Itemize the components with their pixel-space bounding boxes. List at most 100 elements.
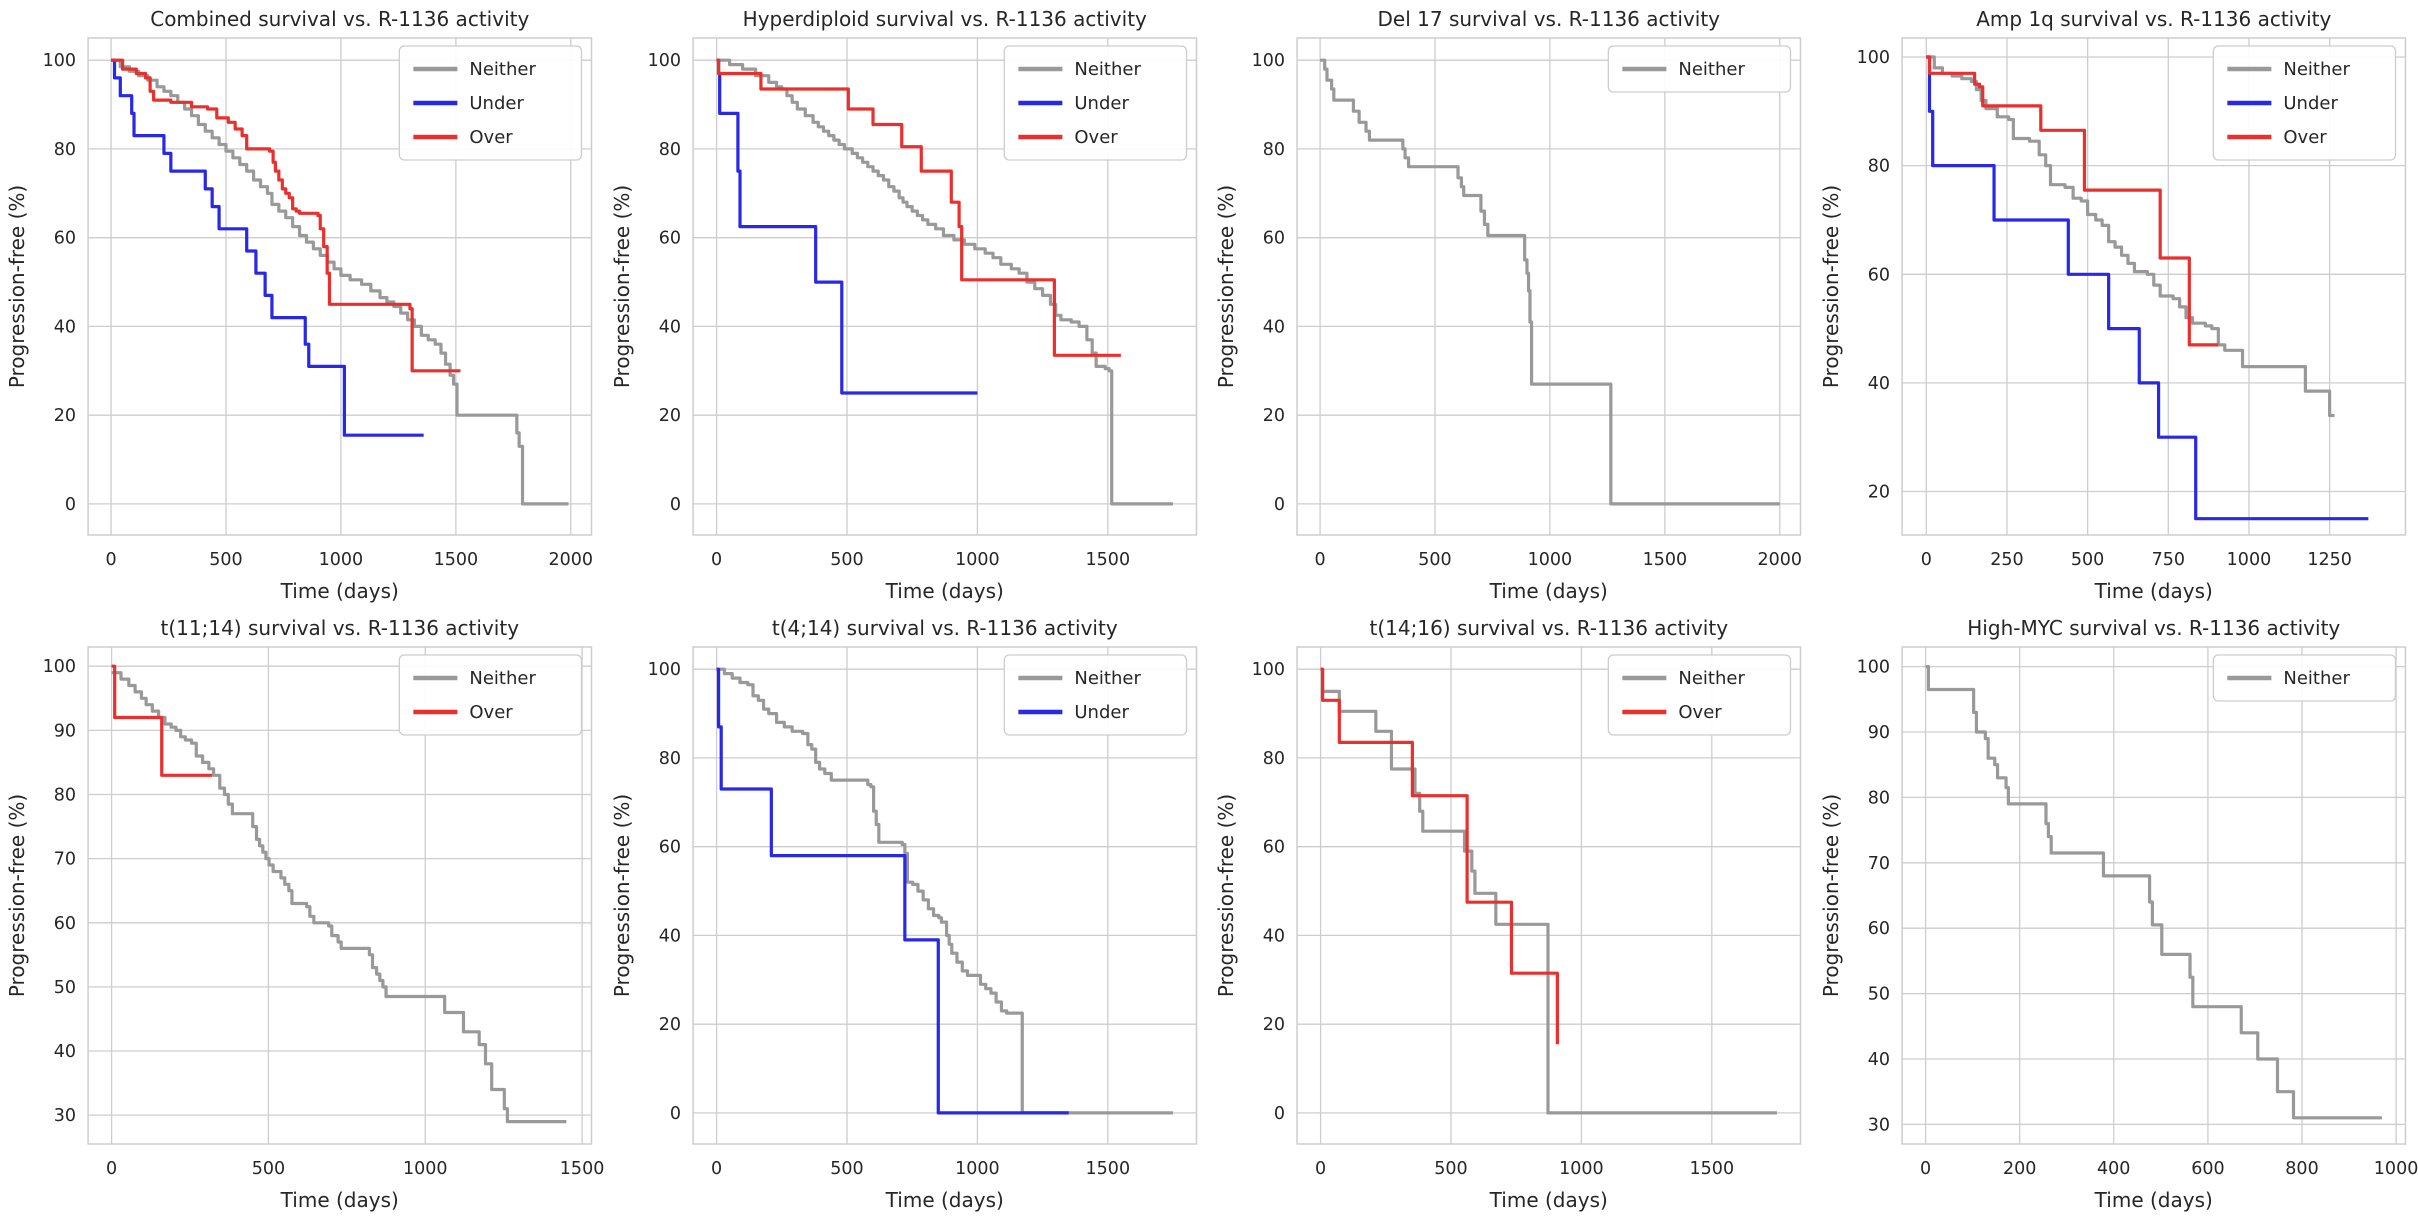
y-tick-label: 40 (658, 926, 680, 946)
y-tick-label: 80 (1867, 788, 1889, 808)
x-tick-label: 1000 (319, 550, 364, 570)
y-tick-label: 90 (54, 721, 76, 741)
y-tick-label: 80 (54, 140, 76, 160)
y-tick-label: 50 (54, 978, 76, 998)
legend: Neither (2212, 654, 2396, 702)
legend-box (1003, 45, 1187, 161)
y-tick-label: 30 (54, 1106, 76, 1126)
legend-label-under: Under (2283, 93, 2338, 114)
km-curve-over (716, 58, 1121, 357)
legend-label-neither: Neither (1678, 668, 1745, 689)
y-tick-label: 80 (658, 749, 680, 769)
x-tick-label: 1500 (1643, 550, 1688, 570)
x-tick-label: 500 (1434, 1159, 1467, 1179)
y-tick-label: 100 (43, 657, 76, 677)
legend-label-over: Over (1678, 702, 1722, 723)
subplot-t11-14: 0 500 1000 1500 30 40 50 60 70 80 90 100 t(11;14) su… (5, 616, 604, 1212)
y-tick-label: 80 (658, 140, 680, 160)
y-tick-label: 60 (1867, 265, 1889, 285)
plot-frame (1900, 37, 2406, 536)
y-axis-label: Progression-free (%) (5, 185, 29, 388)
x-tick-label: 1000 (1559, 1159, 1604, 1179)
y-tick-label: 100 (647, 51, 680, 71)
legend-label-over: Over (469, 127, 513, 148)
y-tick-label: 20 (658, 1015, 680, 1035)
x-tick-label: 500 (1418, 550, 1451, 570)
legend-label-neither: Neither (1678, 59, 1745, 80)
legend-label-neither: Neither (1074, 59, 1141, 80)
legend: Neither Under (1003, 654, 1187, 736)
x-tick-label: 1500 (1085, 550, 1130, 570)
y-tick-label: 0 (669, 495, 680, 515)
x-tick-label: 1500 (1085, 1159, 1130, 1179)
x-tick-label: 1000 (1528, 550, 1573, 570)
y-tick-label: 60 (658, 229, 680, 249)
y-tick-label: 30 (1867, 1115, 1889, 1135)
legend: Neither (1607, 45, 1792, 93)
y-axis-label: Progression-free (%) (610, 794, 634, 997)
km-curve-neither (1320, 58, 1780, 506)
x-axis-label: Time (days) (280, 579, 399, 603)
legend-label-neither: Neither (1074, 668, 1141, 689)
legend-label-over: Over (2283, 127, 2327, 148)
x-tick-label: 0 (106, 550, 117, 570)
x-tick-label: 500 (830, 550, 863, 570)
y-tick-label: 0 (1274, 1104, 1285, 1124)
y-tick-label: 70 (54, 850, 76, 870)
y-axis-label: Progression-free (%) (610, 185, 634, 388)
y-tick-label: 40 (1263, 317, 1285, 337)
legend-label-neither: Neither (469, 59, 536, 80)
x-tick-label: 250 (1990, 550, 2023, 570)
legend-label-under: Under (469, 93, 524, 114)
y-tick-label: 80 (54, 786, 76, 806)
y-tick-label: 40 (1867, 1050, 1889, 1070)
y-tick-label: 40 (54, 317, 76, 337)
y-axis-label: Progression-free (%) (5, 794, 29, 997)
subplot-t14-16: 0 500 1000 1500 0 20 40 60 80 100 t(14;16) surviva… (1214, 616, 1802, 1212)
x-tick-label: 500 (209, 550, 242, 570)
y-tick-label: 100 (1856, 658, 1889, 678)
y-tick-label: 40 (1867, 374, 1889, 394)
y-tick-label: 80 (1867, 157, 1889, 177)
y-tick-label: 60 (54, 914, 76, 934)
y-tick-label: 20 (54, 406, 76, 426)
y-tick-label: 50 (1867, 985, 1889, 1005)
y-tick-label: 100 (1252, 51, 1285, 71)
legend-label-under: Under (1074, 702, 1129, 723)
legend-label-over: Over (1074, 127, 1118, 148)
km-curve-neither (1925, 665, 2382, 1120)
y-tick-label: 0 (669, 1104, 680, 1124)
legend-label-under: Under (1074, 93, 1129, 114)
plot-frame (87, 646, 593, 1145)
x-tick-label: 400 (2097, 1159, 2130, 1179)
x-tick-label: 1250 (2307, 550, 2352, 570)
x-tick-label: 750 (2151, 550, 2184, 570)
chart-title: t(14;16) survival vs. R-1136 activity (1369, 616, 1728, 640)
y-axis-label: Progression-free (%) (1819, 794, 1843, 997)
x-tick-label: 0 (1315, 550, 1326, 570)
x-tick-label: 600 (2191, 1159, 2224, 1179)
km-curve-under (1925, 55, 2368, 521)
y-tick-label: 70 (1867, 854, 1889, 874)
chart-title: t(4;14) survival vs. R-1136 activity (771, 616, 1117, 640)
y-tick-label: 20 (1263, 1015, 1285, 1035)
y-tick-label: 40 (54, 1042, 76, 1062)
x-axis-label: Time (days) (884, 579, 1003, 603)
plot-frame (1296, 646, 1802, 1145)
plot-frame (1900, 646, 2406, 1145)
chart-title: t(11;14) survival vs. R-1136 activity (160, 616, 519, 640)
y-tick-label: 80 (1263, 140, 1285, 160)
y-tick-label: 100 (1856, 48, 1889, 68)
subplot-high-myc: 0 200 400 600 800 1000 30 40 50 60 70 80 90 100 High-M… (1819, 616, 2418, 1212)
x-axis-label: Time (days) (1489, 579, 1608, 603)
x-tick-label: 1500 (1690, 1159, 1735, 1179)
plot-frame (1296, 37, 1802, 536)
chart-title: Del 17 survival vs. R-1136 activity (1378, 7, 1721, 31)
x-tick-label: 0 (711, 550, 722, 570)
legend-label-over: Over (469, 702, 513, 723)
subplot-combined: 0 500 1000 1500 2000 0 20 40 60 80 100 Combined sur… (5, 7, 593, 603)
x-tick-label: 0 (1315, 1159, 1326, 1179)
y-axis-label: Progression-free (%) (1214, 185, 1238, 388)
plot-frame (87, 37, 593, 536)
